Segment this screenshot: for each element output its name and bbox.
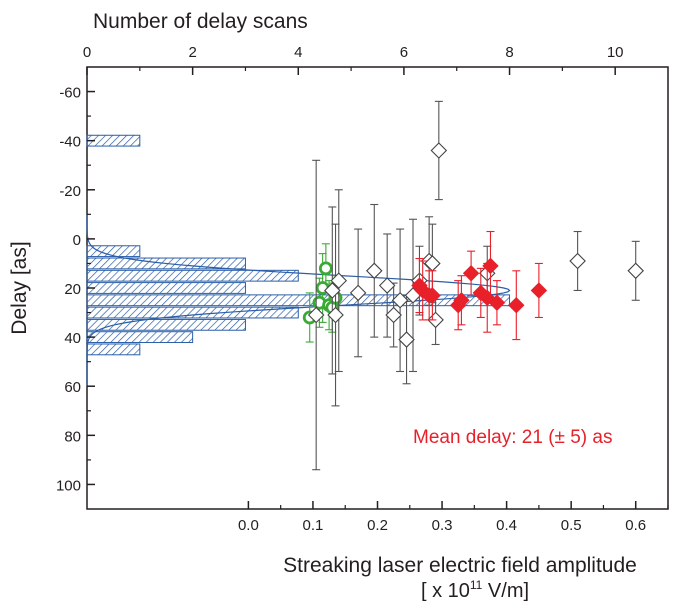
gaussian-curve [86, 214, 511, 387]
data-point [365, 262, 383, 280]
data-point [330, 272, 348, 289]
left-axis-tick-label: -40 [59, 134, 81, 151]
bottom-axis-tick-label: 0.2 [367, 517, 388, 534]
top-axis-tick-label: 8 [505, 44, 513, 61]
histogram-bar [86, 343, 141, 356]
histogram-bar [86, 245, 141, 258]
histogram-bar [86, 282, 246, 294]
left-axis-tick-label: -60 [59, 85, 81, 102]
data-point [627, 262, 645, 280]
bottom-axis-tick-label: 0.6 [625, 517, 646, 534]
data-point [424, 287, 441, 304]
data-point [398, 331, 415, 348]
top-axis-tick-label: 10 [607, 44, 624, 61]
left-axis-tick-label: 60 [64, 379, 81, 396]
left-axis-title: Delay [as] [8, 241, 31, 334]
histogram-bar [86, 331, 194, 344]
data-series [302, 100, 645, 471]
data-point [307, 306, 325, 324]
bottom-axis-tick-label: 0.0 [238, 517, 259, 534]
top-axis-tick-label: 6 [400, 44, 408, 61]
left-axis-tick-label: 100 [56, 477, 81, 494]
gaussian-fit [86, 214, 511, 387]
bottom-axis-tick-label: 0.4 [496, 517, 517, 534]
bottom-axis-title-prefix: [ x 10 [421, 580, 470, 602]
bottom-axis-tick-label: 0.3 [432, 517, 453, 534]
data-point [453, 292, 470, 309]
top-axis-tick-label: 2 [188, 44, 196, 61]
top-axis-tick-label: 0 [83, 44, 91, 61]
bottom-axis-title-suffix: V/m] [482, 580, 529, 602]
data-point [327, 306, 344, 324]
histogram-bar [86, 306, 299, 319]
data-point [488, 294, 506, 311]
histogram-bar [86, 269, 299, 282]
series-open-diamond [307, 100, 645, 471]
left-axis-tick-label: 40 [64, 330, 81, 347]
bottom-axis-tick-label: 0.1 [303, 517, 324, 534]
bottom-axis-tick-label: 0.5 [561, 517, 582, 534]
data-point [391, 291, 409, 309]
data-point [430, 142, 448, 159]
bottom-axis-title-exponent: 11 [470, 578, 483, 592]
histogram-bar [86, 318, 246, 331]
left-axis-tick-label: 20 [64, 281, 81, 298]
axes: -60 -40 -20 0 20 40 60 80 100 0 2 4 6 8 10 0.0 0.1 0.2 0.3… [56, 44, 669, 534]
histogram-bar [86, 294, 511, 307]
left-axis-tick-label: 80 [64, 428, 81, 445]
data-point [324, 282, 341, 299]
mean-delay-annotation: Mean delay: 21 (± 5) as [413, 427, 612, 448]
series-filled-diamond [411, 230, 548, 341]
data-point [318, 261, 333, 276]
bottom-axis-title-line1: Streaking laser electric field amplitude [283, 554, 637, 577]
data-point [378, 277, 396, 294]
data-point [462, 265, 480, 282]
data-point [508, 296, 525, 314]
left-axis-tick-label: 0 [73, 232, 81, 249]
top-axis-title: Number of delay scans [93, 10, 308, 33]
data-point [385, 306, 402, 324]
left-axis-tick-label: -20 [59, 183, 81, 200]
data-point [482, 257, 499, 275]
data-point [569, 252, 586, 270]
data-point [530, 282, 548, 299]
bottom-axis-title-line2: [ x 1011 V/m] [421, 578, 529, 602]
histogram [86, 134, 511, 356]
data-point [349, 284, 367, 302]
top-axis-tick-label: 4 [294, 44, 302, 61]
